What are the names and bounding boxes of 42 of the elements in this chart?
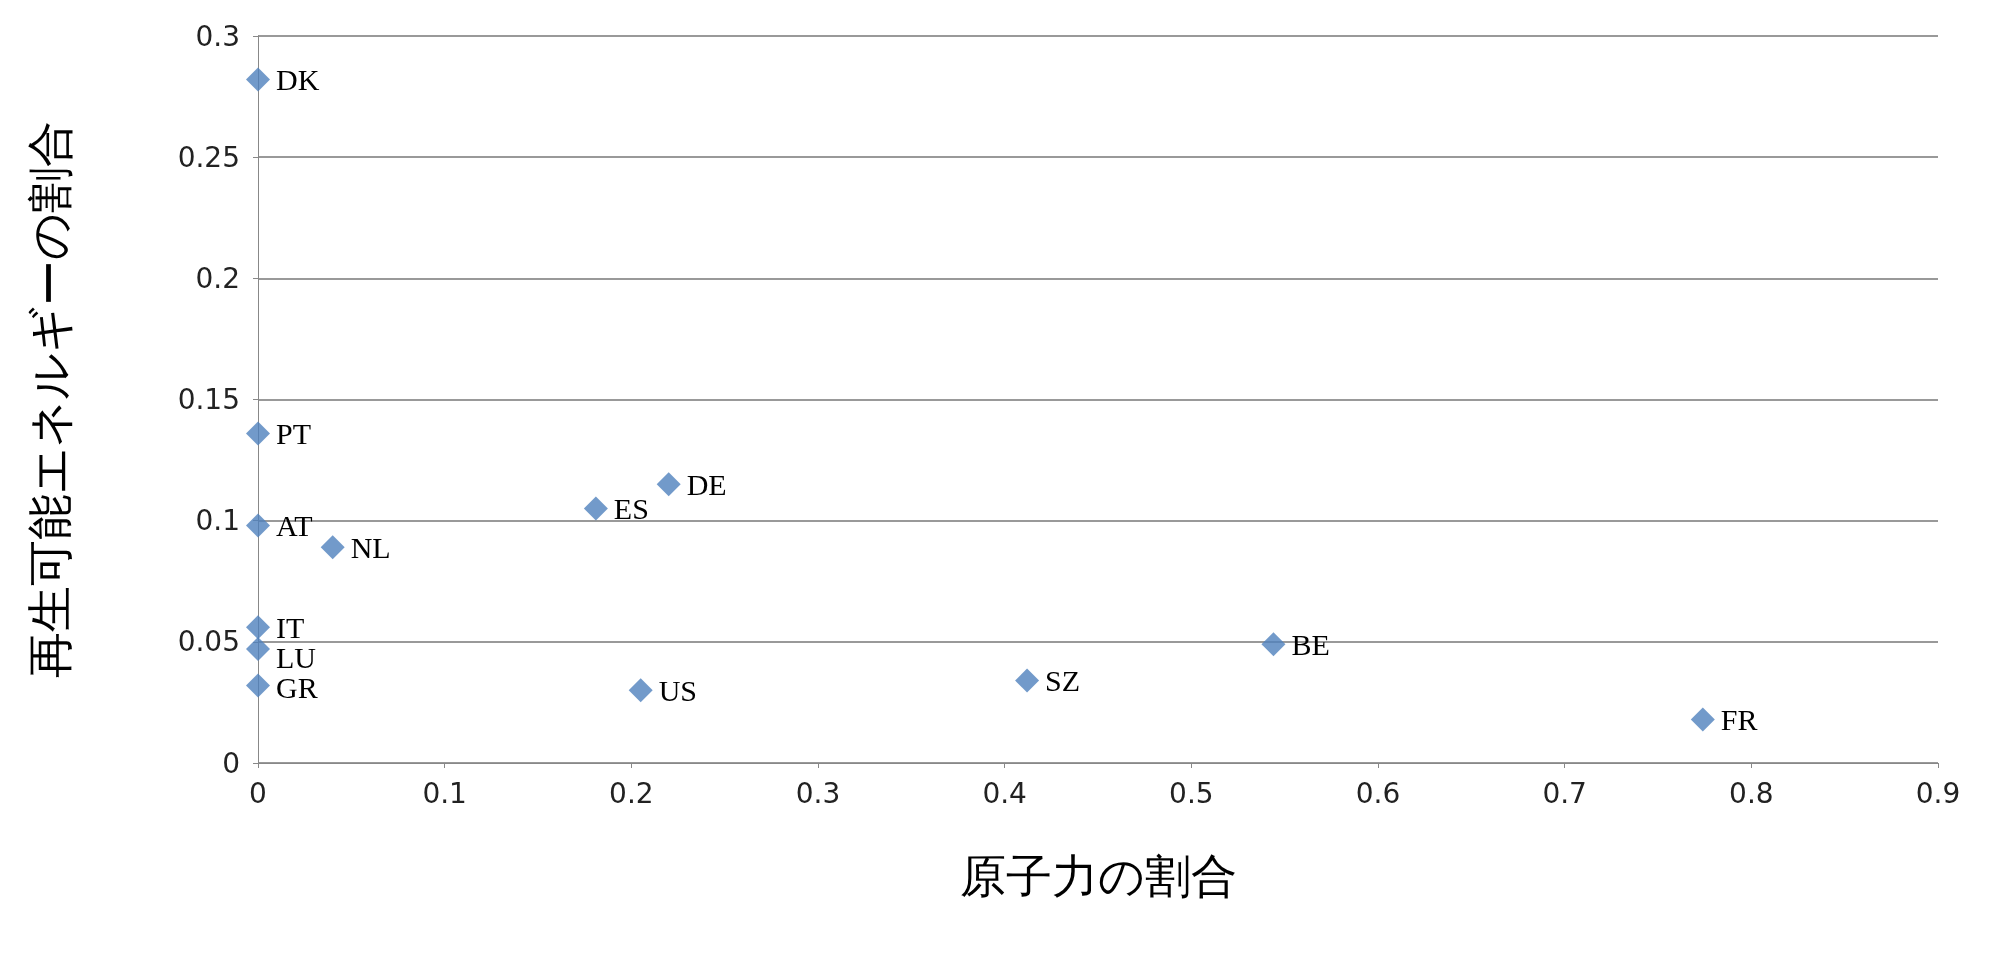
point xyxy=(246,637,270,662)
point xyxy=(656,472,681,497)
y-tick-label: 0.05 xyxy=(177,625,240,659)
x-tick-label: 0.1 xyxy=(422,776,467,810)
y-tick-label: 0.25 xyxy=(177,140,240,174)
point xyxy=(246,67,270,92)
x-tick-label: 0.5 xyxy=(1169,776,1214,810)
x-tick-label: 0.7 xyxy=(1542,776,1587,810)
x-tick-label: 0 xyxy=(249,776,267,810)
y-tick-label: 0 xyxy=(222,746,240,780)
annotation: SZ xyxy=(1045,664,1081,698)
point xyxy=(246,615,270,640)
annotation: AT xyxy=(276,509,313,543)
x-axis-title: 原子力の割合 xyxy=(959,849,1237,903)
annotation: DE xyxy=(686,467,727,501)
point xyxy=(246,513,270,538)
x-tick-label: 0.2 xyxy=(609,776,654,810)
annotation: FR xyxy=(1720,702,1758,736)
x-tick-label: 0.3 xyxy=(795,776,841,810)
annotation: NL xyxy=(350,530,391,564)
point xyxy=(246,421,270,446)
x-tick-label: 0.9 xyxy=(1915,776,1961,810)
annotation: ES xyxy=(613,492,649,526)
y-tick-label: 0.15 xyxy=(177,383,240,416)
annotation: BE xyxy=(1291,627,1330,661)
annotation: US xyxy=(658,673,698,707)
point xyxy=(583,496,608,521)
point xyxy=(628,678,653,703)
y-tick-label: 0.1 xyxy=(195,504,240,538)
y-tick-label: 0.2 xyxy=(195,261,240,295)
y-axis-title: 再生可能エネルギーの割合 xyxy=(23,121,77,678)
point xyxy=(320,535,345,560)
annotation: PT xyxy=(276,416,312,450)
point xyxy=(246,673,270,698)
point xyxy=(1690,707,1715,732)
point xyxy=(1015,668,1040,693)
x-tick-label: 0.6 xyxy=(1355,776,1401,810)
annotation: DK xyxy=(276,63,320,97)
point xyxy=(1261,632,1286,657)
x-tick-label: 0.4 xyxy=(982,776,1027,810)
x-tick-label: 0.8 xyxy=(1729,776,1774,810)
y-tick-label: 0.3 xyxy=(195,19,240,53)
